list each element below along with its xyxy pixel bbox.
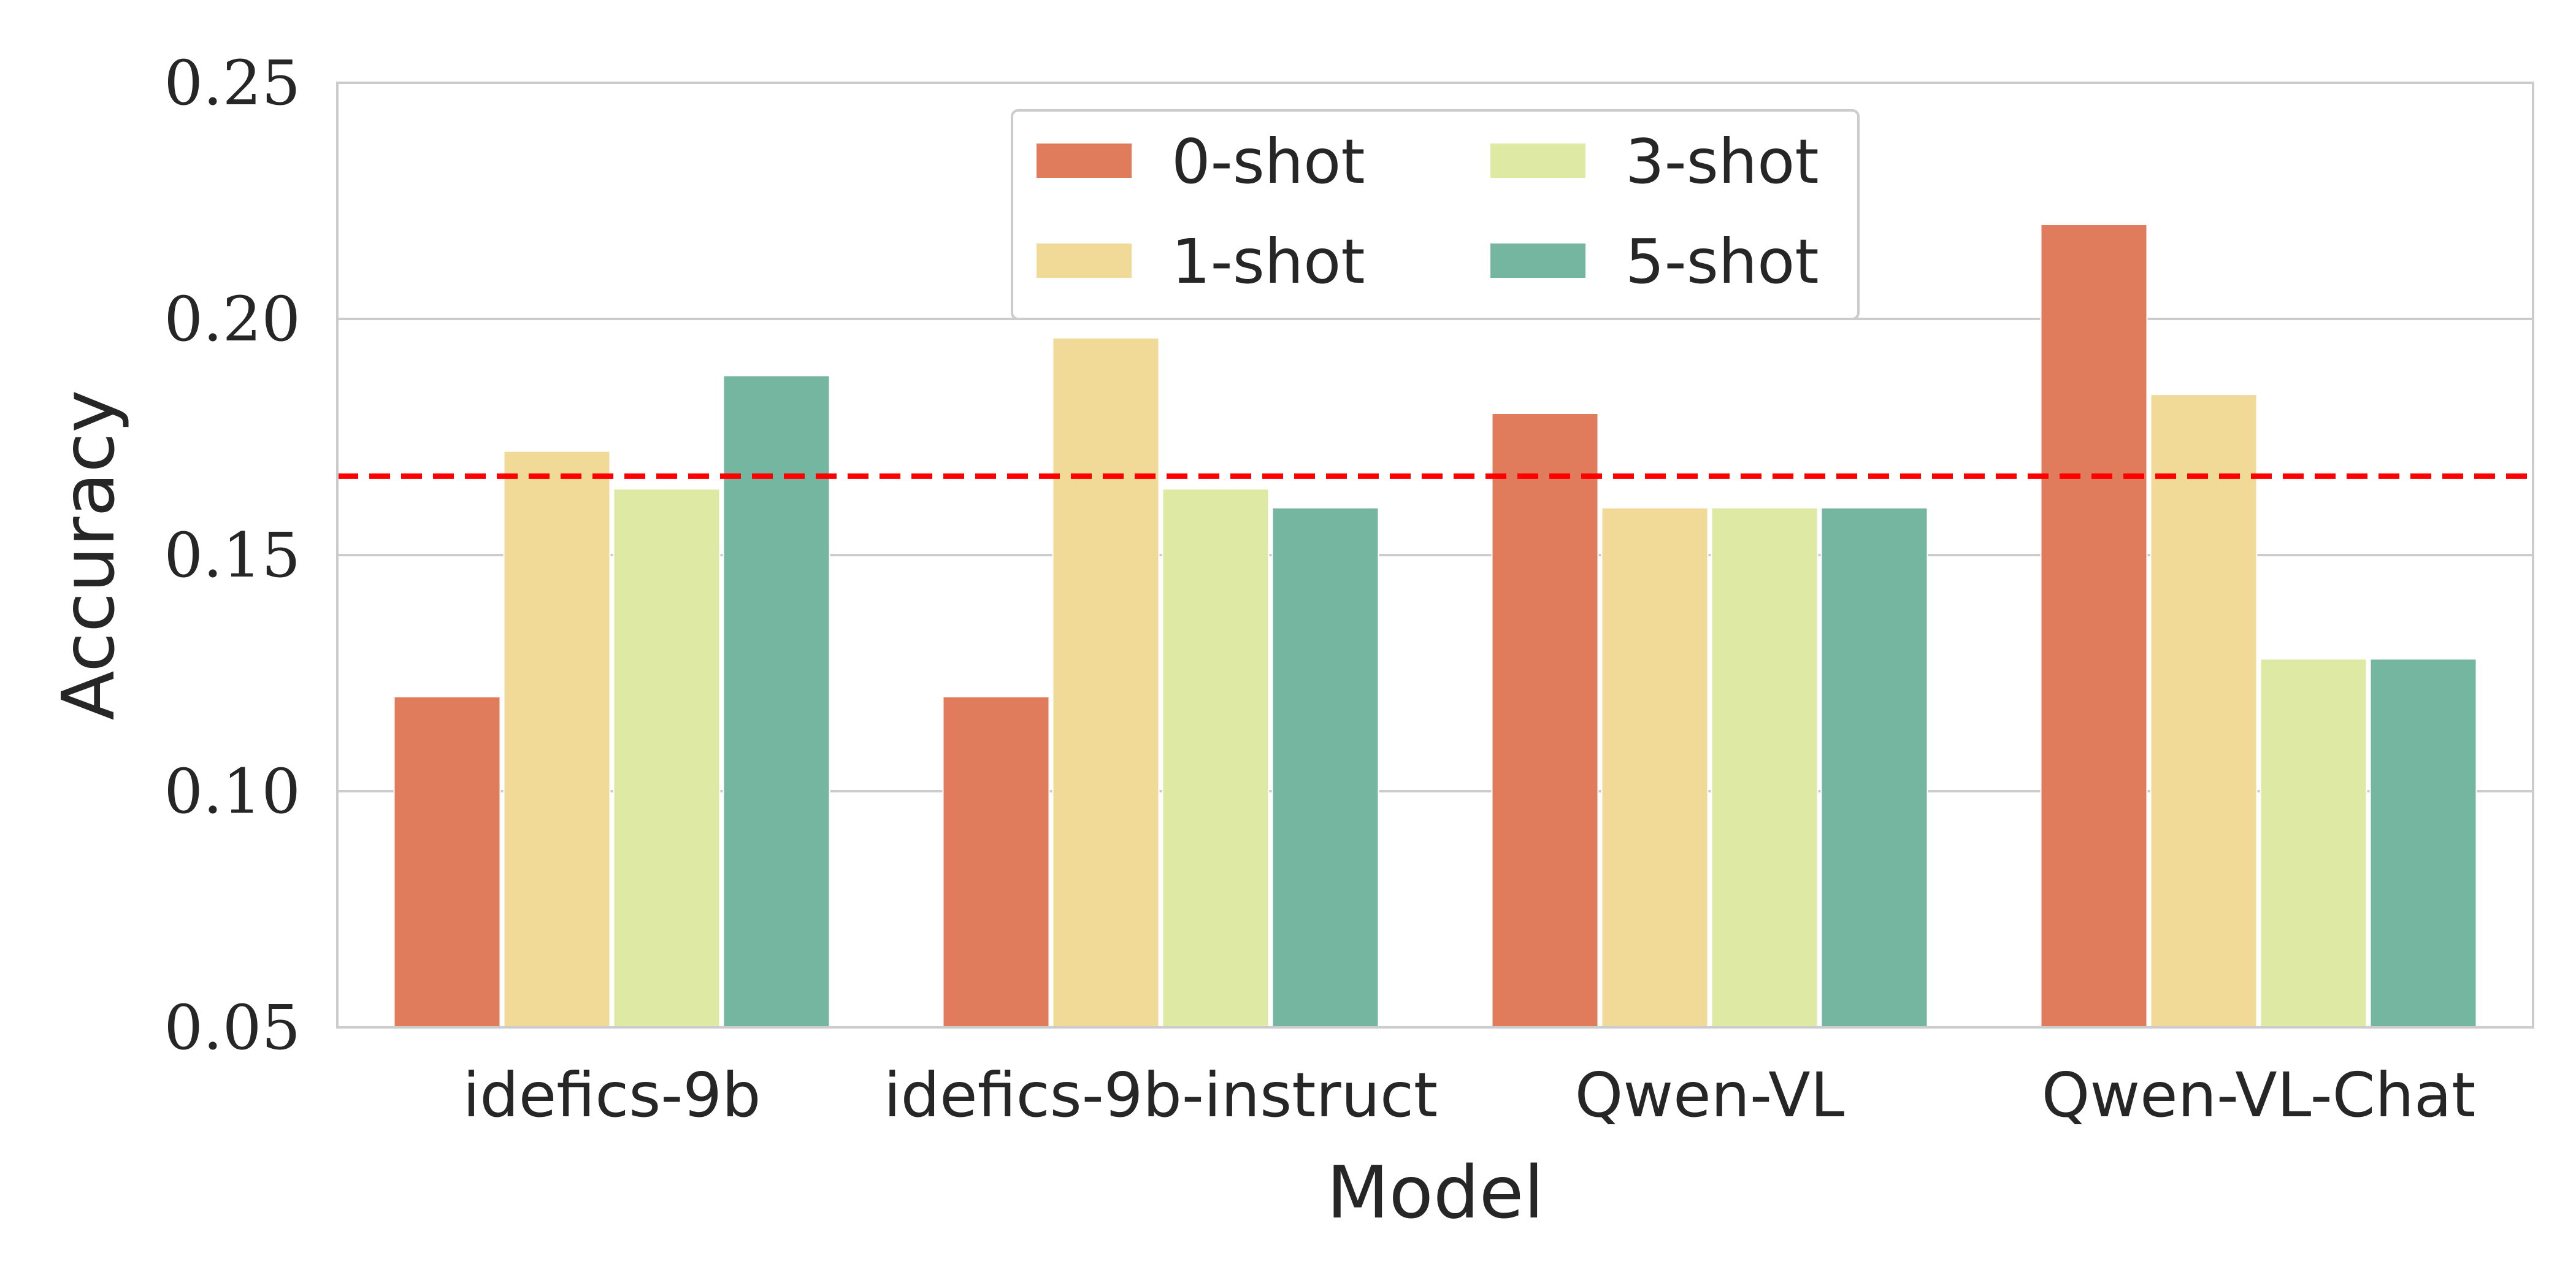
legend: 0-shot 1-shot 3-shot 5-shot (1011, 109, 1860, 320)
bar-5-shot-idefics-9b (723, 375, 830, 1028)
y-tick-label: 0.25 (164, 47, 301, 119)
y-tick-label: 0.05 (164, 992, 301, 1064)
bar-0-shot-Qwen-VL-Chat (2040, 224, 2148, 1028)
bars (393, 224, 2477, 1029)
bar-0-shot-Qwen-VL (1491, 413, 1599, 1028)
x-tick-label: Qwen-VL-Chat (2042, 1059, 2476, 1131)
x-axis-label: Model (1327, 1150, 1544, 1235)
plot-frame (336, 82, 2534, 1029)
bar-3-shot-Qwen-VL-Chat (2260, 658, 2367, 1028)
y-tick-label: 0.15 (164, 519, 301, 591)
bar-1-shot-idefics-9b (503, 450, 611, 1028)
legend-swatch-1-shot (1037, 243, 1132, 278)
bar-5-shot-Qwen-VL (1820, 507, 1928, 1028)
bar-5-shot-Qwen-VL-Chat (2369, 658, 2477, 1028)
legend-swatch-5-shot (1490, 243, 1585, 278)
x-tick-label: idefics-9b-instruct (884, 1059, 1438, 1131)
bar-3-shot-Qwen-VL (1711, 507, 1819, 1028)
y-tick-label: 0.10 (164, 756, 301, 827)
legend-swatch-3-shot (1490, 144, 1585, 178)
bar-1-shot-idefics-9b-instruct (1052, 337, 1160, 1028)
y-axis-ticks: 0.05 0.10 0.15 0.20 0.25 (164, 47, 301, 1064)
legend-box (1011, 109, 1860, 320)
x-tick-label: idefics-9b (462, 1059, 761, 1131)
legend-swatch-0-shot (1037, 144, 1132, 178)
bar-0-shot-idefics-9b (393, 696, 501, 1028)
bar-3-shot-idefics-9b (613, 488, 721, 1028)
bar-1-shot-Qwen-VL (1601, 507, 1709, 1028)
legend-label: 5-shot (1625, 226, 1819, 297)
legend-label: 3-shot (1625, 126, 1819, 197)
x-axis-ticks: idefics-9b idefics-9b-instruct Qwen-VL Qwen… (462, 1059, 2475, 1131)
legend-label: 1-shot (1171, 226, 1365, 297)
bar-5-shot-idefics-9b-instruct (1271, 507, 1379, 1028)
bar-3-shot-idefics-9b-instruct (1162, 488, 1270, 1028)
bar-1-shot-Qwen-VL-Chat (2150, 394, 2258, 1029)
bar-0-shot-idefics-9b-instruct (942, 696, 1050, 1028)
y-tick-label: 0.20 (164, 283, 301, 355)
y-axis-label: Accuracy (46, 390, 131, 721)
x-tick-label: Qwen-VL (1575, 1059, 1845, 1131)
legend-label: 0-shot (1171, 126, 1365, 197)
